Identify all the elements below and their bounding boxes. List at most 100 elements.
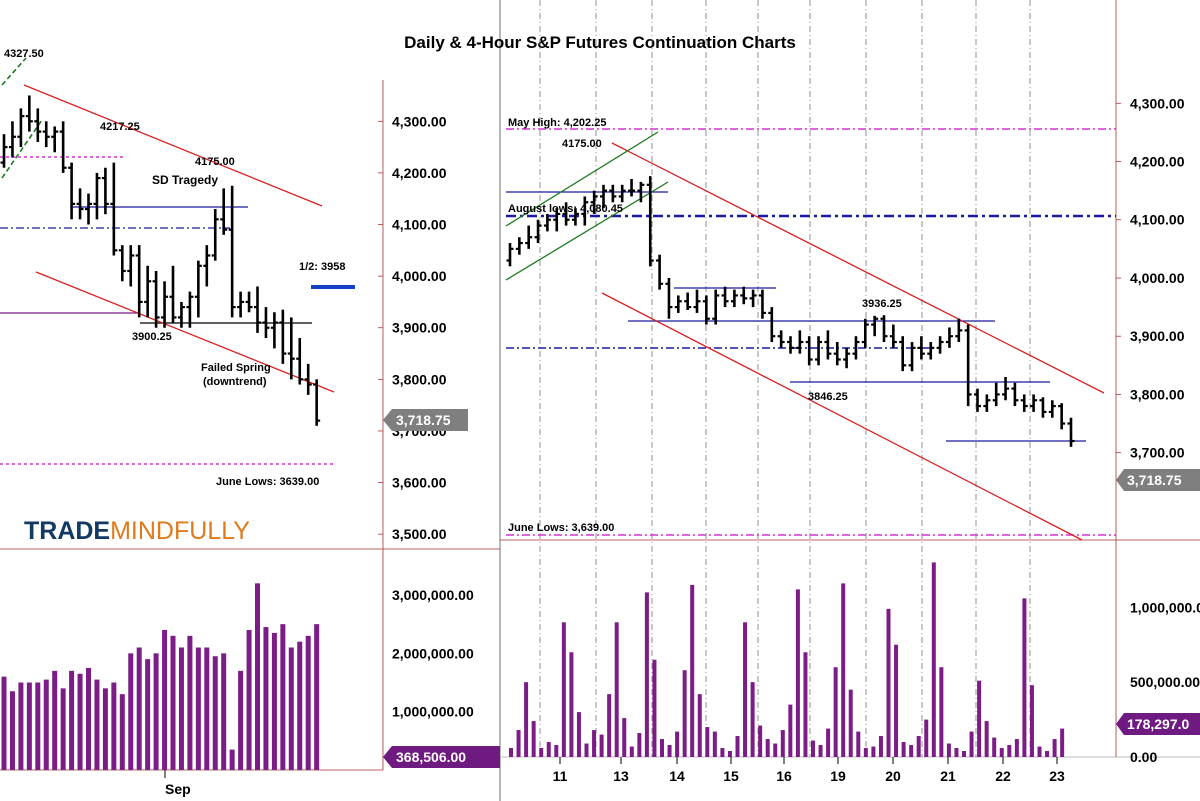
fh-vol-49 <box>878 736 883 757</box>
daily-bar-26 <box>220 188 228 235</box>
daily-vol-29 <box>246 630 252 770</box>
fh-vol-70 <box>1037 746 1042 757</box>
fh-channel-lower <box>601 292 1083 541</box>
daily-price-tick-8: 3,500.00 <box>392 526 447 542</box>
daily-vol-14 <box>119 694 125 770</box>
fh-vol-44 <box>841 583 846 757</box>
daily-vol-34 <box>288 647 294 770</box>
fh-bar-13 <box>628 178 636 197</box>
fh-bar-25 <box>740 286 748 305</box>
daily-bar-7 <box>59 121 67 173</box>
fh-vol-37 <box>788 704 793 757</box>
fh-bar-8 <box>581 196 589 226</box>
svg-text:3,718.75: 3,718.75 <box>1127 472 1182 488</box>
fh-vol-41 <box>818 745 823 757</box>
fh-bar-49 <box>964 324 972 407</box>
fh-bar-4 <box>543 213 551 232</box>
daily-vol-17 <box>145 659 151 770</box>
fh-vol-39 <box>803 652 808 757</box>
daily-bar-22 <box>186 291 194 328</box>
daily-bar-32 <box>270 312 278 349</box>
fh-last-price-badge: 3,718.75 <box>1116 469 1200 491</box>
fh-bar-0 <box>506 243 514 267</box>
daily-vol-15 <box>128 653 134 770</box>
daily-volume-axis: 3,000,000.00 2,000,000.00 1,000,000.00 <box>392 587 474 720</box>
daily-green-trend-lower <box>1 119 43 179</box>
fh-price-tick-0: 4,300.00 <box>1130 95 1185 111</box>
fh-bar-29 <box>777 330 785 348</box>
fh-x-axis: 11 13 14 15 16 19 20 21 22 23 <box>553 757 1065 784</box>
fh-price-tick-5: 3,800.00 <box>1130 386 1185 402</box>
annot-downtrend: (downtrend) <box>203 376 267 388</box>
daily-vol-5 <box>43 679 49 770</box>
fh-vol-29 <box>727 751 732 757</box>
daily-last-volume-badge: 368,506.00 <box>383 746 500 768</box>
daily-price-tick-3: 4,000.00 <box>392 268 447 284</box>
daily-vol-9 <box>77 673 83 770</box>
fh-bar-56 <box>1030 394 1038 412</box>
fh-price-axis: 4,300.00 4,200.00 4,100.00 4,000.00 3,900.00… <box>1116 95 1185 461</box>
daily-bar-33 <box>279 309 287 364</box>
daily-vol-33 <box>280 624 286 770</box>
daily-last-price-badge: 3,718.75 <box>383 409 468 431</box>
fh-vol-23 <box>682 670 687 757</box>
fh-vol-71 <box>1045 751 1050 757</box>
daily-bar-4 <box>34 108 42 142</box>
fh-vol-14 <box>614 622 619 757</box>
fh-x-label-5: 19 <box>830 768 846 784</box>
fh-bar-5 <box>553 208 561 232</box>
annot-failed-spring: Failed Spring <box>201 362 271 374</box>
fh-bar-51 <box>983 394 991 412</box>
fh-vol-19 <box>652 659 657 757</box>
daily-price-bars <box>0 95 321 426</box>
daily-bar-30 <box>254 286 261 333</box>
daily-bar-12 <box>101 167 109 215</box>
daily-bar-18 <box>152 270 160 328</box>
fh-bar-47 <box>945 327 953 348</box>
fh-volume-bars <box>509 562 1065 757</box>
fh-vol-31 <box>743 622 748 757</box>
fh-x-label-7: 21 <box>940 768 956 784</box>
fh-vol-72 <box>1052 739 1057 757</box>
fh-bar-2 <box>525 225 533 249</box>
daily-price-tick-5: 3,800.00 <box>392 371 447 387</box>
fh-price-tick-2: 4,100.00 <box>1130 212 1185 228</box>
fh-x-label-1: 13 <box>613 768 629 784</box>
fh-bar-22 <box>712 289 720 325</box>
fh-vol-21 <box>667 745 672 757</box>
fh-vol-36 <box>780 730 785 757</box>
daily-channel-upper <box>23 84 323 207</box>
fh-bar-32 <box>805 336 813 366</box>
daily-vol-26 <box>221 653 227 770</box>
chart-title: Daily & 4-Hour S&P Futures Continuation … <box>404 33 796 52</box>
annot-4175-fh: 4175.00 <box>562 138 602 150</box>
fh-vol-34 <box>765 739 770 757</box>
fh-vol-33 <box>758 725 763 757</box>
session-separators <box>539 0 1031 757</box>
fh-vol-12 <box>599 734 604 757</box>
daily-vol-0 <box>1 676 7 770</box>
fh-bar-6 <box>562 202 570 226</box>
fh-bar-15 <box>646 176 654 267</box>
daily-bar-21 <box>177 301 185 328</box>
fh-vol-5 <box>546 742 551 757</box>
fh-bar-39 <box>871 315 879 337</box>
fh-vol-54 <box>916 736 921 757</box>
fh-vol-47 <box>863 748 868 757</box>
annot-may-high: May High: 4,202.25 <box>508 117 606 129</box>
fh-x-label-4: 16 <box>776 768 792 784</box>
fh-vol-13 <box>607 694 612 757</box>
fh-bar-34 <box>824 330 832 360</box>
fh-bar-50 <box>974 388 981 412</box>
fh-x-label-2: 14 <box>669 768 685 784</box>
fh-vol-40 <box>811 740 815 757</box>
daily-vol-8 <box>69 670 75 770</box>
fh-bar-18 <box>674 295 682 313</box>
fh-vol-22 <box>675 731 680 757</box>
fh-last-volume-badge: 178,297.0 <box>1116 713 1200 735</box>
fh-vol-1 <box>516 730 521 757</box>
daily-bar-13 <box>110 162 118 256</box>
daily-bar-19 <box>161 281 169 328</box>
daily-vol-12 <box>102 688 108 770</box>
